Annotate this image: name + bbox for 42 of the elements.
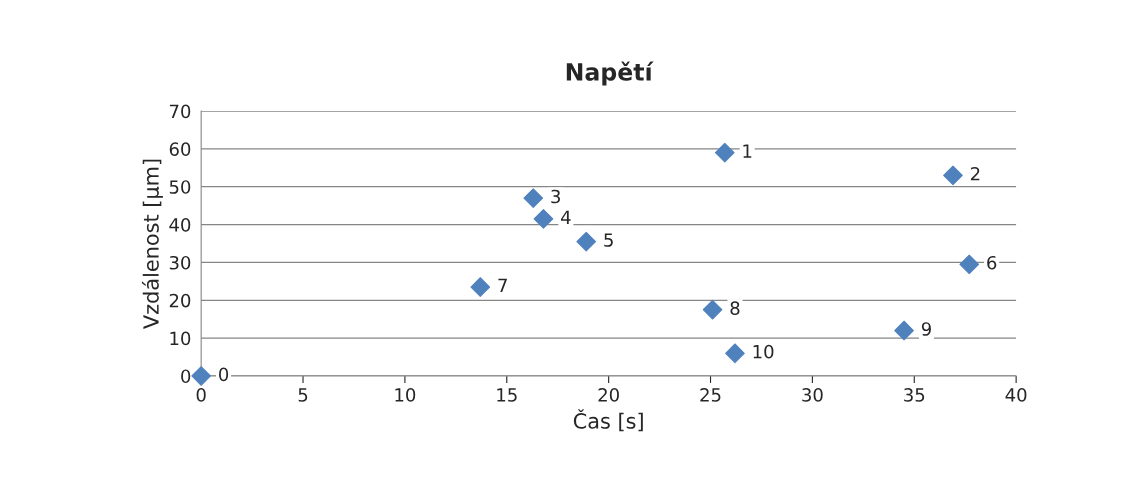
point: [943, 165, 963, 186]
point: [470, 277, 491, 297]
x-tick-label: 5: [298, 388, 308, 402]
annotation: 4: [561, 210, 571, 224]
y-axis-title: Vzdálenost [µm]: [141, 159, 163, 329]
annotation: 8: [730, 301, 740, 315]
x-tick-label: 40: [1005, 388, 1027, 402]
y-tick-label: 40: [169, 218, 191, 232]
annotation: 2: [970, 166, 980, 181]
y-tick-label: 10: [170, 331, 191, 346]
point: [523, 188, 544, 208]
x-tick-label: 25: [700, 388, 721, 402]
x-tick-label: 20: [598, 388, 619, 402]
annotation: 9: [921, 322, 931, 336]
x-axis-title: Čas [s]: [573, 409, 643, 432]
point: [576, 231, 597, 252]
y-tick-label: 30: [169, 255, 191, 270]
annotation: 6: [987, 255, 997, 270]
point: [191, 366, 212, 386]
point: [714, 142, 735, 163]
y-tick-label: 60: [169, 142, 191, 156]
annotation: 1: [743, 144, 752, 158]
x-tick-label: 15: [497, 388, 517, 402]
annotation: 0: [219, 367, 229, 382]
point: [725, 343, 745, 364]
point: [702, 299, 723, 320]
annotation: 3: [551, 189, 560, 204]
point: [894, 320, 914, 341]
y-tick-label: 50: [169, 180, 191, 194]
x-tick-label: 0: [196, 388, 206, 402]
annotation: 10: [753, 344, 774, 359]
point: [959, 254, 980, 275]
annotation: 5: [604, 233, 613, 247]
point: [533, 209, 554, 229]
x-tick-label: 35: [904, 388, 925, 402]
x-tick-label: 30: [802, 388, 823, 402]
y-tick-label: 70: [169, 104, 191, 119]
x-tick-label: 10: [395, 388, 416, 402]
y-tick-label: 20: [169, 293, 191, 308]
y-tick-label: 0: [181, 369, 191, 384]
annotation: 7: [498, 278, 507, 293]
chart-title: Napětí: [566, 61, 654, 86]
